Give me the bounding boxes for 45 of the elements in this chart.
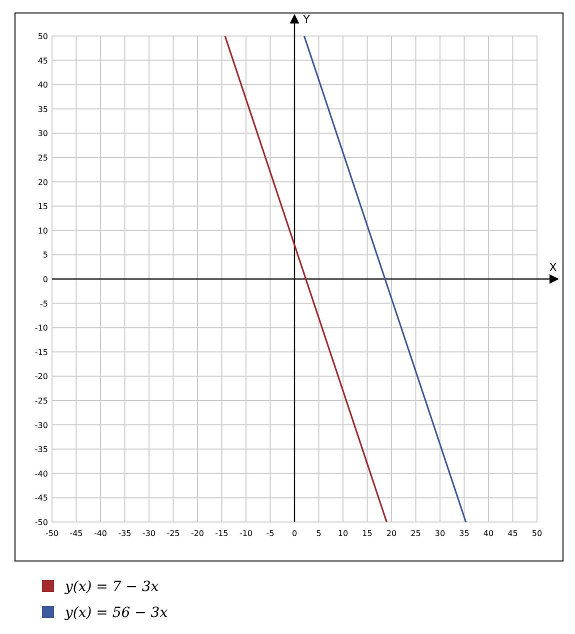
x-tick-label: -40: [94, 529, 108, 538]
x-tick-label: -25: [166, 529, 180, 538]
x-tick-label: 0: [292, 529, 298, 538]
y-tick-label: -10: [34, 324, 48, 333]
x-tick-label: 40: [483, 529, 494, 538]
y-tick-label: 45: [38, 56, 48, 66]
x-tick-label: -30: [142, 529, 156, 538]
x-tick-label: 45: [508, 529, 518, 538]
legend-label: y(x) = 7 − 3x: [64, 579, 159, 595]
y-tick-label: -50: [34, 518, 48, 527]
x-axis-title: X: [549, 261, 558, 274]
x-tick-label: 5: [316, 529, 322, 538]
y-tick-label: -35: [34, 445, 48, 454]
y-tick-label: -25: [34, 396, 48, 406]
x-tick-label: -45: [70, 529, 83, 538]
x-tick-label: -35: [118, 529, 132, 538]
y-tick-label: -15: [34, 348, 48, 357]
x-tick-label: -5: [266, 529, 274, 538]
y-tick-label: 5: [42, 250, 48, 260]
x-tick-label: 30: [434, 529, 446, 538]
x-tick-label: 15: [362, 529, 372, 538]
x-tick-label: -20: [190, 529, 204, 538]
y-tick-label: 40: [38, 80, 48, 90]
x-tick-label: 35: [459, 529, 470, 538]
y-tick-label: 15: [38, 202, 48, 212]
y-axis-title: Y: [302, 13, 310, 26]
y-tick-label: 0: [42, 275, 48, 284]
x-tick-label: 20: [386, 529, 397, 538]
y-tick-label: -30: [34, 420, 48, 430]
y-tick-label: -5: [40, 299, 48, 308]
y-tick-label: 20: [38, 178, 48, 187]
y-tick-label: 50: [38, 32, 48, 41]
x-tick-label: -15: [215, 529, 228, 538]
y-tick-label: 25: [38, 154, 48, 162]
x-tick-label: 10: [338, 529, 348, 538]
y-tick-label: -20: [34, 372, 48, 382]
y-tick-label: 35: [38, 104, 48, 114]
y-tick-label: 10: [38, 226, 48, 236]
y-tick-label: 30: [38, 129, 48, 138]
x-tick-label: 25: [410, 529, 421, 538]
y-tick-label: -45: [34, 494, 48, 503]
y-tick-label: -40: [34, 469, 48, 478]
legend-label: y(x) = 56 − 3x: [64, 605, 168, 621]
x-tick-label: 50: [532, 529, 542, 538]
x-tick-label: -10: [239, 529, 253, 538]
